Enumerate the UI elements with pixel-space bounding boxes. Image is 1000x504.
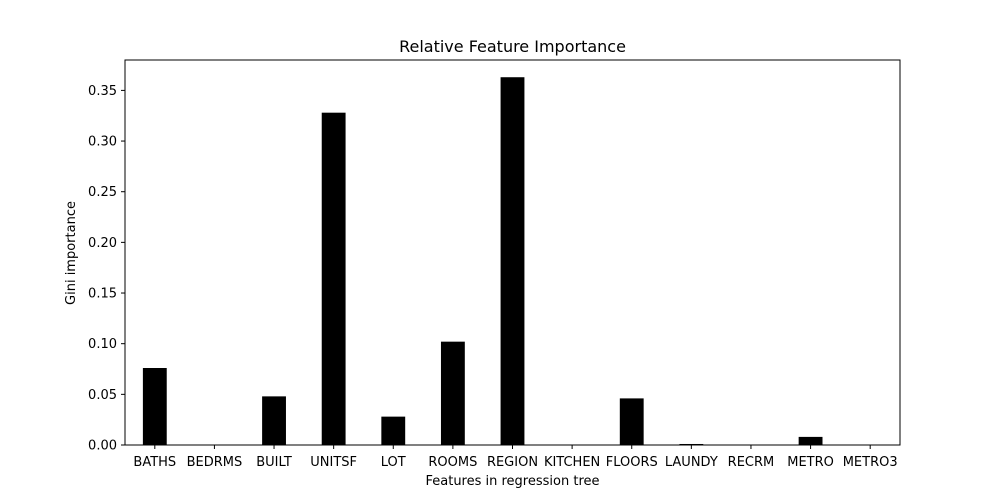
bar-region	[500, 77, 525, 445]
x-tick-label: LAUNDY	[665, 455, 718, 470]
x-tick-label: KITCHEN	[544, 455, 600, 470]
bar-unitsf	[321, 112, 346, 446]
y-tick-label: 0.00	[88, 439, 117, 454]
bar-built	[262, 396, 286, 445]
y-tick-label: 0.10	[88, 337, 117, 352]
x-tick-label: BATHS	[133, 455, 176, 470]
y-tick-label: 0.25	[88, 185, 117, 200]
bar-series	[142, 77, 823, 446]
x-tick-label: FLOORS	[606, 455, 658, 470]
x-axis-ticks: BATHS BEDRMS BUILT UNITSF LOT ROOMS REGION KITC…	[133, 445, 898, 470]
y-tick-label: 0.35	[88, 84, 117, 99]
y-tick-label: 0.20	[88, 236, 117, 251]
x-tick-label: REGION	[487, 455, 538, 470]
x-tick-label: METRO3	[843, 455, 898, 470]
bar-lot	[381, 416, 406, 445]
x-axis-label: Features in regression tree	[425, 474, 599, 489]
x-tick-label: RECRM	[728, 455, 775, 470]
plot-area-frame	[124, 59, 901, 446]
x-tick-label: METRO	[787, 455, 834, 470]
chart-title: Relative Feature Importance	[399, 37, 626, 56]
y-tick-label: 0.30	[88, 135, 117, 150]
y-tick-label: 0.05	[88, 388, 117, 403]
x-tick-label: BEDRMS	[187, 455, 243, 470]
bar-baths	[142, 368, 167, 445]
bar-floors	[619, 398, 644, 445]
bar-laundy	[679, 443, 704, 445]
y-tick-label: 0.15	[88, 287, 117, 302]
x-tick-label: LOT	[381, 455, 406, 470]
bar-rooms	[440, 341, 465, 445]
x-tick-label: UNITSF	[310, 455, 357, 470]
x-tick-label: ROOMS	[428, 455, 477, 470]
y-axis-ticks: 0.00 0.05 0.10 0.15 0.20 0.25 0.30 0.35	[88, 84, 125, 454]
x-tick-label: BUILT	[256, 455, 292, 470]
y-axis-label: Gini importance	[64, 201, 79, 305]
bar-metro	[798, 436, 823, 445]
